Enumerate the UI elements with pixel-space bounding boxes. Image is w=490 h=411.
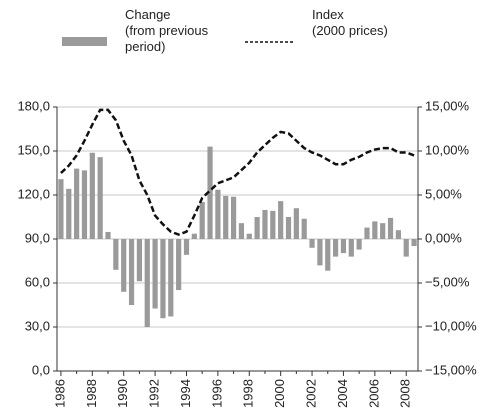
bar [380,223,386,239]
bar [301,218,307,239]
bar [332,239,339,257]
bar [58,179,64,239]
x-tick-label: 2008 [398,379,413,408]
y2-tick-label: −15,00% [425,362,477,377]
bar [230,196,237,239]
x-tick-label: 1998 [241,379,256,408]
x-tick-label: 1994 [178,379,193,408]
bar [403,239,409,257]
y2-tick-label: 5,00% [425,186,462,201]
bar [168,239,174,317]
y-tick-label: 150,0 [17,142,50,157]
bar [97,157,103,239]
bar [207,146,213,239]
y2-tick-label: −5,00% [425,274,470,289]
bar [372,221,378,239]
bar [113,239,119,270]
bar [81,170,88,239]
bar [285,217,292,239]
y-tick-label: 180,0 [17,98,50,113]
x-tick-label: 2006 [366,379,381,408]
bar [223,195,229,239]
line [60,108,415,236]
bar [89,152,95,239]
bar [136,239,143,282]
x-tick-label: 1996 [209,379,224,408]
bar [254,217,260,239]
x-tick-label: 1988 [84,379,99,408]
bar [144,239,150,327]
bar [66,188,72,239]
x-tick-label: 2004 [335,379,350,408]
y-tick-label: 90,0 [25,230,50,245]
bar [238,223,245,239]
x-tick-label: 1990 [115,379,130,408]
bar [395,230,401,239]
bar [364,227,370,239]
y2-tick-label: 0,00% [425,230,462,245]
bar [317,239,323,266]
bar [309,239,315,248]
y-tick-label: 0,0 [32,362,50,377]
legend-label: Change (from previous period) [125,7,209,54]
bar [74,168,80,239]
bar [340,239,347,254]
y2-tick-label: 10,00% [425,142,470,157]
legend-swatch [62,37,107,46]
y2-tick-label: 15,00% [425,98,470,113]
x-tick-label: 2002 [303,379,318,408]
y-tick-label: 60,0 [25,274,50,289]
x-tick-label: 1992 [147,379,162,408]
bar [128,239,135,305]
x-tick-label: 1986 [52,379,67,408]
bar [270,210,276,239]
bar [348,239,354,257]
x-tick-label: 2000 [272,379,287,408]
bar [183,239,190,255]
bar [246,233,252,239]
bar [356,239,362,250]
bar [199,202,205,239]
bar [387,217,394,239]
y-tick-label: 30,0 [25,318,50,333]
bar [176,239,182,291]
bar [262,209,268,239]
bar [215,189,221,239]
legend-label: Index (2000 prices) [312,7,388,38]
bar [278,201,284,239]
bar [105,231,111,239]
bar [152,239,158,309]
bar [325,239,331,271]
bar [191,233,197,239]
bar [411,239,417,247]
bar [293,208,299,239]
y2-tick-label: −10,00% [425,318,477,333]
y-tick-label: 120,0 [17,186,50,201]
bar [160,239,166,319]
bar [121,239,127,292]
